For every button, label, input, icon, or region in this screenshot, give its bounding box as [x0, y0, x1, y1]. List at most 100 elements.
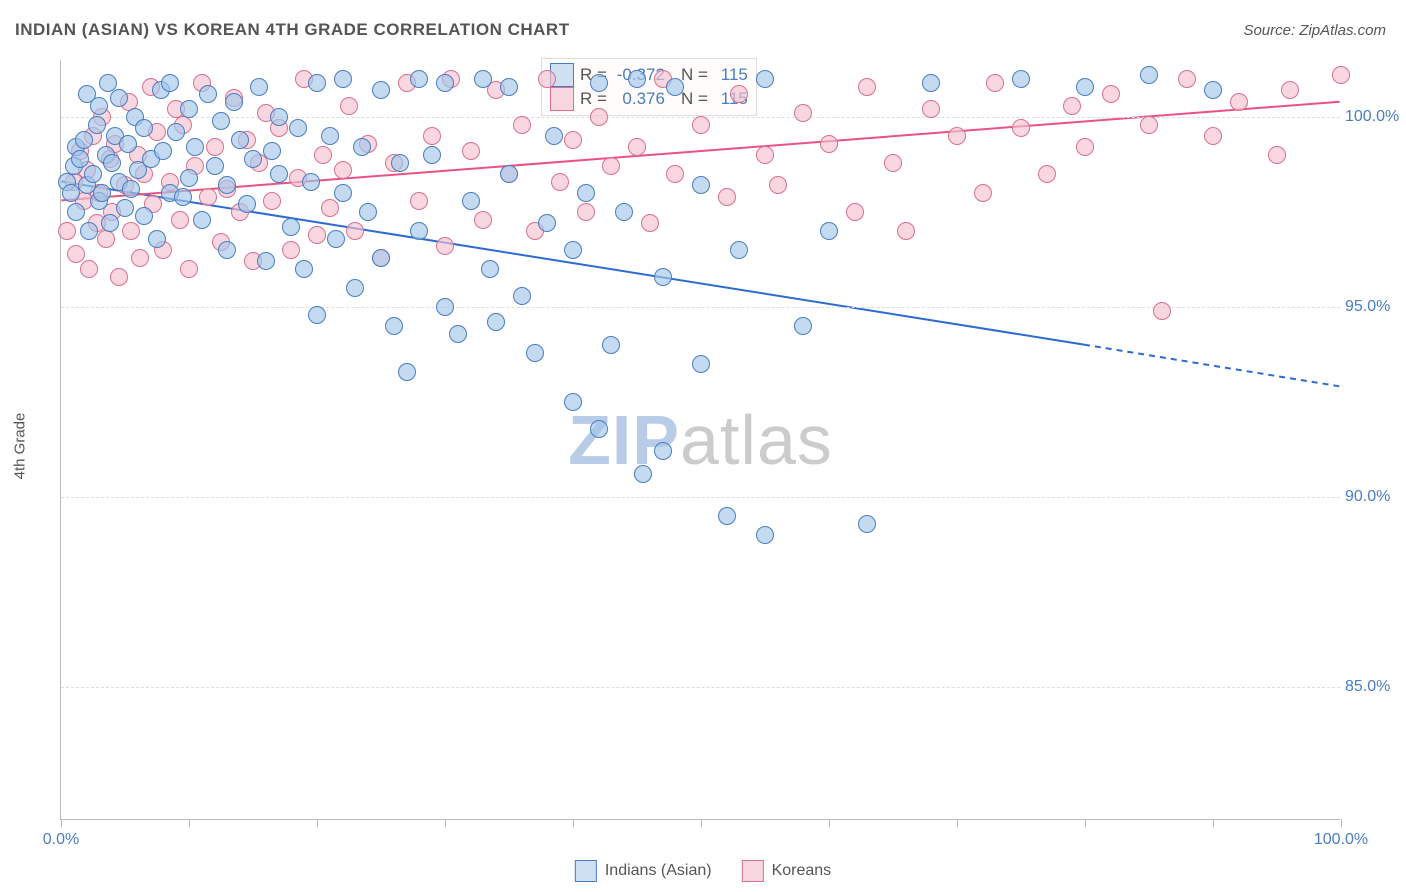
point-indians	[385, 317, 403, 335]
point-indians	[67, 203, 85, 221]
point-indians	[231, 131, 249, 149]
point-indians	[718, 507, 736, 525]
point-indians	[423, 146, 441, 164]
point-indians	[84, 165, 102, 183]
point-indians	[410, 70, 428, 88]
point-indians	[167, 123, 185, 141]
point-koreans	[1102, 85, 1120, 103]
point-koreans	[58, 222, 76, 240]
trend-lines	[61, 60, 1340, 819]
x-tick-label: 0.0%	[43, 831, 79, 849]
point-koreans	[308, 226, 326, 244]
point-indians	[225, 93, 243, 111]
point-koreans	[1268, 146, 1286, 164]
chart-source: Source: ZipAtlas.com	[1243, 22, 1386, 39]
point-koreans	[282, 241, 300, 259]
point-indians	[372, 81, 390, 99]
point-indians	[858, 515, 876, 533]
legend-n-value: 115	[714, 65, 748, 85]
point-indians	[756, 526, 774, 544]
point-indians	[794, 317, 812, 335]
y-tick-label: 90.0%	[1345, 488, 1405, 506]
y-tick-label: 95.0%	[1345, 298, 1405, 316]
point-koreans	[986, 74, 1004, 92]
point-indians	[1204, 81, 1222, 99]
point-indians	[654, 442, 672, 460]
point-koreans	[564, 131, 582, 149]
point-indians	[666, 78, 684, 96]
point-indians	[161, 74, 179, 92]
legend-swatch	[575, 860, 597, 882]
legend-swatch	[742, 860, 764, 882]
watermark-part2: atlas	[680, 401, 833, 479]
point-indians	[615, 203, 633, 221]
point-koreans	[1140, 116, 1158, 134]
point-indians	[110, 89, 128, 107]
legend-row: R =0.376N =115	[550, 87, 748, 111]
gridline	[61, 497, 1340, 498]
gridline	[61, 687, 1340, 688]
point-indians	[481, 260, 499, 278]
point-indians	[103, 154, 121, 172]
point-indians	[218, 241, 236, 259]
point-koreans	[321, 199, 339, 217]
point-koreans	[80, 260, 98, 278]
point-indians	[135, 119, 153, 137]
point-indians	[820, 222, 838, 240]
x-tick	[829, 819, 830, 827]
point-indians	[474, 70, 492, 88]
point-koreans	[334, 161, 352, 179]
point-indians	[513, 287, 531, 305]
point-koreans	[1038, 165, 1056, 183]
point-indians	[250, 78, 268, 96]
x-tick	[189, 819, 190, 827]
y-tick-label: 100.0%	[1345, 108, 1405, 126]
point-koreans	[263, 192, 281, 210]
x-tick	[1085, 819, 1086, 827]
chart-title: INDIAN (ASIAN) VS KOREAN 4TH GRADE CORRE…	[15, 20, 570, 40]
point-indians	[119, 135, 137, 153]
point-indians	[391, 154, 409, 172]
point-koreans	[513, 116, 531, 134]
point-koreans	[692, 116, 710, 134]
x-tick	[61, 819, 62, 827]
point-koreans	[718, 188, 736, 206]
point-indians	[359, 203, 377, 221]
point-koreans	[462, 142, 480, 160]
point-indians	[756, 70, 774, 88]
x-tick	[573, 819, 574, 827]
point-koreans	[410, 192, 428, 210]
point-indians	[116, 199, 134, 217]
point-indians	[101, 214, 119, 232]
series-legend: Indians (Asian)Koreans	[575, 860, 831, 882]
point-indians	[289, 119, 307, 137]
x-tick	[317, 819, 318, 827]
point-koreans	[340, 97, 358, 115]
point-indians	[238, 195, 256, 213]
point-koreans	[1012, 119, 1030, 137]
point-indians	[346, 279, 364, 297]
point-indians	[122, 180, 140, 198]
point-indians	[180, 100, 198, 118]
point-koreans	[948, 127, 966, 145]
point-koreans	[666, 165, 684, 183]
point-koreans	[67, 245, 85, 263]
chart-container: INDIAN (ASIAN) VS KOREAN 4TH GRADE CORRE…	[0, 0, 1406, 892]
point-koreans	[1332, 66, 1350, 84]
point-indians	[692, 176, 710, 194]
point-indians	[263, 142, 281, 160]
correlation-legend: R =-0.372N =115R =0.376N =115	[541, 58, 757, 116]
point-koreans	[314, 146, 332, 164]
point-indians	[590, 74, 608, 92]
point-indians	[75, 131, 93, 149]
legend-item: Indians (Asian)	[575, 860, 712, 882]
point-indians	[270, 165, 288, 183]
point-indians	[71, 150, 89, 168]
x-tick	[1213, 819, 1214, 827]
point-indians	[135, 207, 153, 225]
point-indians	[244, 150, 262, 168]
x-tick-label: 100.0%	[1314, 831, 1368, 849]
point-indians	[410, 222, 428, 240]
point-koreans	[1076, 138, 1094, 156]
legend-n-label: N =	[681, 65, 708, 85]
